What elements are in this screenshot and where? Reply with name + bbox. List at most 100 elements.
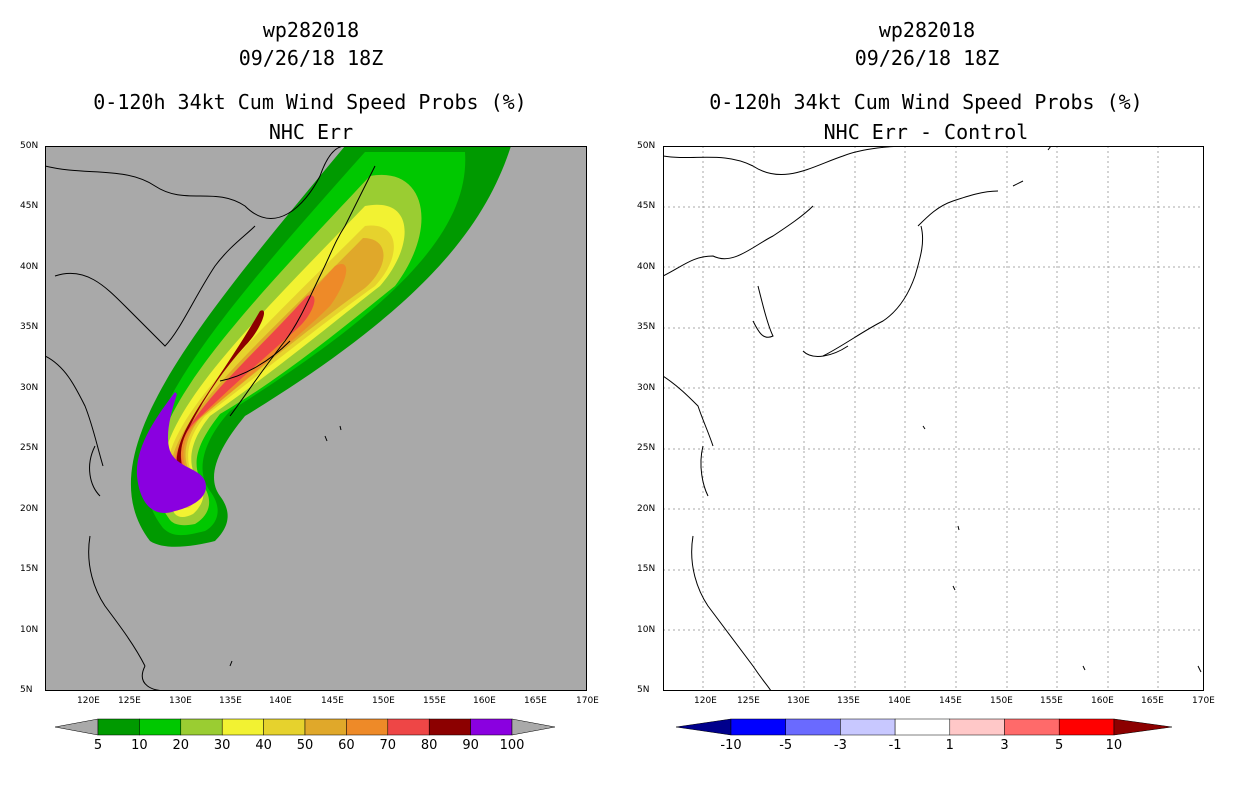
- colorbar-cell: [97, 718, 140, 736]
- colorbar-high-arrow: [1113, 718, 1172, 736]
- colorbar-cell: [1058, 718, 1115, 736]
- colorbar-cell: [894, 718, 951, 736]
- left-lon-label: 120E: [77, 696, 100, 706]
- colorbar-label: 5: [1055, 738, 1064, 753]
- colorbar-cell: [785, 718, 841, 736]
- left-subtitle: NHC Err: [268, 120, 354, 144]
- left-lon-label: 170E: [576, 696, 599, 706]
- colorbar-cell: [470, 718, 513, 736]
- right-lat-label: 30N: [637, 383, 656, 393]
- left-coastlines: [45, 146, 376, 691]
- right-product-title: 0-120h 34kt Cum Wind Speed Probs (%): [709, 90, 1143, 114]
- colorbar-label: 80: [420, 738, 438, 753]
- colorbar-cell: [346, 718, 389, 736]
- colorbar-label: 100: [499, 738, 525, 753]
- colorbar-label: -1: [888, 738, 902, 753]
- left-storm-id: wp282018: [262, 18, 360, 42]
- prob-band-80: [176, 310, 265, 486]
- colorbar-label: 10: [131, 738, 148, 753]
- right-difference-map: [663, 146, 1204, 691]
- left-lat-label: 20N: [20, 504, 39, 514]
- colorbar-label: -5: [779, 738, 793, 753]
- left-datetime: 09/26/18 18Z: [238, 46, 384, 70]
- colorbar-label: 50: [296, 738, 314, 753]
- colorbar-label: 3: [1000, 738, 1009, 753]
- left-lon-label: 155E: [423, 696, 446, 706]
- colorbar-cell: [949, 718, 1005, 736]
- right-lon-label: 125E: [737, 696, 760, 706]
- left-lon-label: 160E: [473, 696, 496, 706]
- right-lat-label: 50N: [637, 141, 656, 151]
- colorbar-low-arrow: [676, 718, 732, 736]
- right-lat-label: 25N: [637, 443, 656, 453]
- left-lon-label: 130E: [169, 696, 192, 706]
- left-product-title: 0-120h 34kt Cum Wind Speed Probs (%): [93, 90, 527, 114]
- right-lat-label: 5N: [637, 685, 650, 695]
- right-subtitle: NHC Err - Control: [823, 120, 1029, 144]
- colorbar-label: 30: [213, 738, 231, 753]
- right-lon-label: 135E: [837, 696, 860, 706]
- left-lat-label: 30N: [20, 383, 39, 393]
- right-gridlines: [663, 146, 1204, 691]
- prob-band-70: [175, 295, 315, 491]
- left-lon-label: 125E: [118, 696, 141, 706]
- colorbar-cell: [730, 718, 786, 736]
- left-lat-label: 25N: [20, 443, 39, 453]
- colorbar-cell: [840, 718, 896, 736]
- colorbar-label: 20: [172, 738, 190, 753]
- left-lat-label: 35N: [20, 322, 39, 332]
- right-colorbar: [676, 718, 1172, 736]
- left-lat-label: 15N: [20, 564, 39, 574]
- colorbar-cell: [1004, 718, 1060, 736]
- right-lat-label: 15N: [637, 564, 656, 574]
- left-lon-label: 150E: [372, 696, 395, 706]
- left-lon-label: 145E: [321, 696, 344, 706]
- colorbar-label: 5: [93, 738, 103, 753]
- left-lat-label: 5N: [20, 685, 33, 695]
- right-lon-label: 130E: [787, 696, 810, 706]
- right-datetime: 09/26/18 18Z: [854, 46, 1000, 70]
- colorbar-cell: [221, 718, 264, 736]
- left-lon-label: 165E: [524, 696, 547, 706]
- left-lon-label: 140E: [269, 696, 292, 706]
- right-coastlines: [663, 146, 1202, 691]
- left-probability-map: [45, 146, 587, 691]
- left-lat-label: 50N: [20, 141, 39, 151]
- colorbar-label: 40: [255, 738, 272, 753]
- right-lon-label: 160E: [1091, 696, 1114, 706]
- right-storm-id: wp282018: [878, 18, 976, 42]
- colorbar-label: 10: [1105, 738, 1123, 753]
- right-lat-label: 45N: [637, 201, 656, 211]
- left-colorbar: [55, 718, 555, 736]
- colorbar-label: 60: [338, 738, 355, 753]
- colorbar-high-arrow: [511, 718, 555, 736]
- colorbar-cell: [180, 718, 223, 736]
- right-lat-label: 35N: [637, 322, 656, 332]
- colorbar-label: 70: [379, 738, 397, 753]
- right-map-background: [663, 146, 1204, 691]
- left-lon-label: 135E: [219, 696, 242, 706]
- colorbar-cell: [139, 718, 182, 736]
- colorbar-label: 90: [462, 738, 479, 753]
- colorbar-cell: [304, 718, 347, 736]
- left-lat-label: 10N: [20, 625, 39, 635]
- left-lat-label: 40N: [20, 262, 39, 272]
- right-lon-label: 165E: [1141, 696, 1164, 706]
- colorbar-cell: [428, 718, 471, 736]
- right-lat-label: 10N: [637, 625, 656, 635]
- right-lon-label: 120E: [694, 696, 717, 706]
- right-lon-label: 140E: [888, 696, 911, 706]
- colorbar-cell: [387, 718, 430, 736]
- colorbar-label: 1: [945, 738, 954, 753]
- colorbar-cell: [263, 718, 306, 736]
- colorbar-label: -10: [720, 738, 742, 753]
- prob-band-100: [136, 392, 206, 513]
- right-lat-label: 20N: [637, 504, 656, 514]
- right-lon-label: 155E: [1040, 696, 1063, 706]
- right-lon-label: 150E: [990, 696, 1013, 706]
- colorbar-label: -3: [833, 738, 847, 753]
- left-lat-label: 45N: [20, 201, 39, 211]
- right-lon-label: 145E: [939, 696, 962, 706]
- colorbar-low-arrow: [55, 718, 99, 736]
- right-lon-label: 170E: [1192, 696, 1215, 706]
